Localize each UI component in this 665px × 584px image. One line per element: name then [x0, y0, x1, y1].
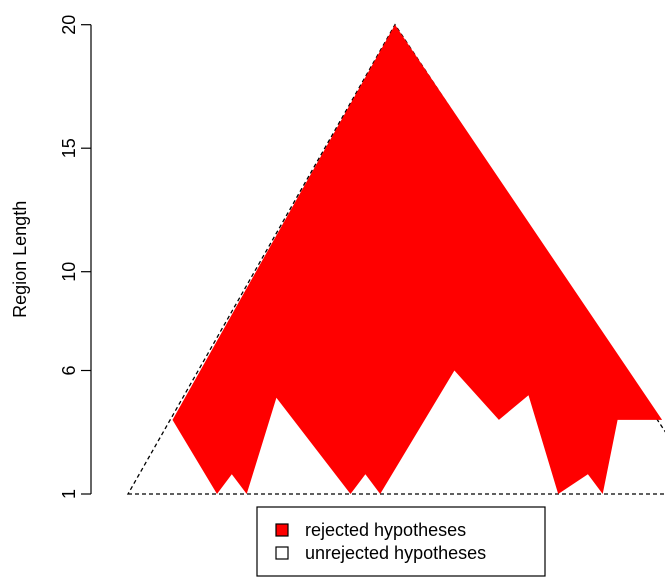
- y-tick-label: 20: [59, 15, 79, 35]
- legend-label: unrejected hypotheses: [305, 543, 486, 563]
- y-axis-title: Region Length: [10, 201, 30, 318]
- y-axis: 1 6 10 15 20: [59, 15, 92, 499]
- y-tick-label: 10: [59, 262, 79, 282]
- y-tick-label: 6: [59, 365, 79, 375]
- y-tick-label: 1: [59, 489, 79, 499]
- legend: rejected hypotheses unrejected hypotheses: [256, 506, 546, 577]
- legend-swatch: [275, 546, 289, 560]
- legend-swatch: [275, 523, 289, 537]
- y-tick-label: 15: [59, 138, 79, 158]
- series-rejected-hypotheses: [172, 24, 663, 494]
- legend-box: [256, 506, 546, 577]
- legend-label: rejected hypotheses: [305, 520, 466, 540]
- plot-area: [126, 23, 665, 495]
